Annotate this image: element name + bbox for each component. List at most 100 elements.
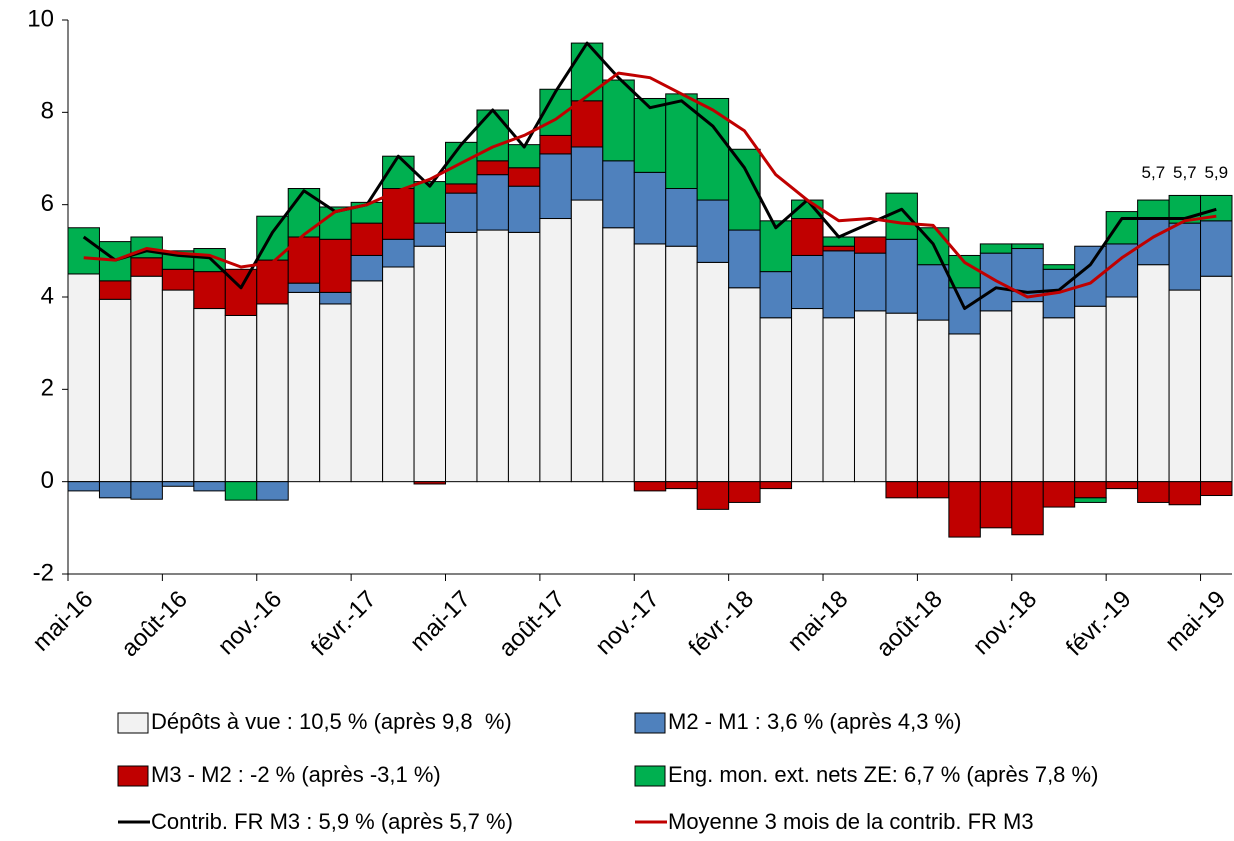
bar-segment xyxy=(287,188,321,238)
bar-segment xyxy=(1200,275,1233,483)
bar-segment xyxy=(948,333,981,483)
y-tick-label: -2 xyxy=(33,559,54,586)
bar-segment xyxy=(193,271,226,310)
y-tick-label: 10 xyxy=(27,5,54,32)
bar-segment xyxy=(350,254,384,282)
bar-segment xyxy=(728,481,761,503)
bar-segment xyxy=(696,199,730,263)
bar-segment xyxy=(916,319,950,483)
bar-segment xyxy=(948,254,981,289)
bar-segment xyxy=(885,312,918,483)
bar-segment xyxy=(476,160,509,176)
bar-segment xyxy=(224,481,258,501)
bar-segment xyxy=(633,97,667,173)
data-label: 5,7 xyxy=(1173,163,1197,182)
y-tick-label: 4 xyxy=(41,282,54,309)
bar-segment xyxy=(130,275,163,483)
bar-segment xyxy=(507,185,541,233)
data-label: 5,7 xyxy=(1142,163,1166,182)
bar-segment xyxy=(696,481,730,510)
bar-segment xyxy=(791,308,824,483)
bar-segment xyxy=(1105,211,1139,245)
bar-segment xyxy=(885,238,918,314)
bar-segment xyxy=(948,287,981,335)
legend-label: M3 - M2 : -2 % (après -3,1 %) xyxy=(151,762,441,787)
bar-segment xyxy=(476,174,509,231)
bar-segment xyxy=(1137,481,1170,503)
bar-segment xyxy=(633,171,667,245)
bar-segment xyxy=(1105,296,1139,483)
bar-segment xyxy=(319,238,352,293)
bar-segment xyxy=(287,291,321,483)
bar-segment xyxy=(413,222,447,247)
bar-segment xyxy=(979,243,1013,254)
bar-segment xyxy=(948,481,981,538)
bar-segment xyxy=(193,481,226,492)
y-tick-label: 6 xyxy=(41,190,54,217)
legend-label: M2 - M1 : 3,6 % (après 4,3 %) xyxy=(668,709,961,734)
bar-segment xyxy=(759,481,793,490)
x-tick-label: août-18 xyxy=(871,586,948,663)
bar-segment xyxy=(445,183,478,194)
bar-segment xyxy=(791,254,824,310)
x-tick-label: août-17 xyxy=(494,586,571,663)
bar-segment xyxy=(853,252,887,312)
bar-segment xyxy=(1137,199,1170,220)
bar-segment xyxy=(759,271,793,319)
bar-segment xyxy=(1074,305,1107,483)
bar-segment xyxy=(1042,481,1076,508)
bar-segment xyxy=(382,238,415,268)
line-series xyxy=(82,41,1217,310)
bar-segment xyxy=(1200,220,1233,277)
data-label: 5,9 xyxy=(1204,163,1228,182)
bar-segment xyxy=(1011,243,1044,250)
bar-segment xyxy=(539,134,572,155)
bar-segment xyxy=(822,317,855,483)
bar-segment xyxy=(916,481,950,499)
legend-swatch xyxy=(634,712,666,734)
bar-segment xyxy=(98,280,132,300)
bar-segment xyxy=(1074,245,1107,307)
x-tick-label: févr.-18 xyxy=(683,586,759,662)
bar-segment xyxy=(256,303,289,483)
bar-segment xyxy=(1137,218,1170,266)
x-tick-label: févr.-17 xyxy=(306,586,382,662)
legend-label: Eng. mon. ext. nets ZE: 6,7 % (après 7,8… xyxy=(668,762,1098,787)
bar-segment xyxy=(885,481,918,499)
bar-segment xyxy=(319,303,352,483)
bar-segment xyxy=(602,79,635,162)
bar-segment xyxy=(130,481,163,500)
bar-segment xyxy=(161,268,195,291)
bar-segment xyxy=(382,266,415,483)
bar-segment xyxy=(979,310,1013,483)
line-series xyxy=(83,71,1217,299)
x-tick-label: nov.-17 xyxy=(590,586,664,660)
bar-segment xyxy=(161,481,195,487)
legend-label: Dépôts à vue : 10,5 % (après 9,8 %) xyxy=(151,709,512,734)
bar-segment xyxy=(1042,264,1076,270)
x-tick-label: août-16 xyxy=(116,586,193,663)
bar-segment xyxy=(67,227,100,275)
bar-segment xyxy=(539,153,572,220)
bar-segment xyxy=(633,243,667,483)
bar-segment xyxy=(1074,481,1107,499)
y-tick-label: 2 xyxy=(41,375,54,402)
x-tick-label: nov.-16 xyxy=(213,586,287,660)
bar-segment xyxy=(350,280,384,483)
bar-segment xyxy=(570,100,604,148)
bar-segment xyxy=(885,192,918,240)
bar-segment xyxy=(1105,481,1139,490)
bar-segment xyxy=(822,245,855,252)
bar-segment xyxy=(224,314,258,483)
bar-segment xyxy=(350,222,384,256)
bar-segment xyxy=(979,481,1013,529)
legend-label: Moyenne 3 mois de la contrib. FR M3 xyxy=(668,809,1034,834)
x-tick-label: mai-17 xyxy=(405,586,476,657)
bar-segment xyxy=(1168,481,1202,506)
bar-segment xyxy=(1200,481,1233,497)
bar-segment xyxy=(570,146,604,201)
x-tick-label: nov.-18 xyxy=(968,586,1042,660)
bar-segment xyxy=(67,273,100,483)
